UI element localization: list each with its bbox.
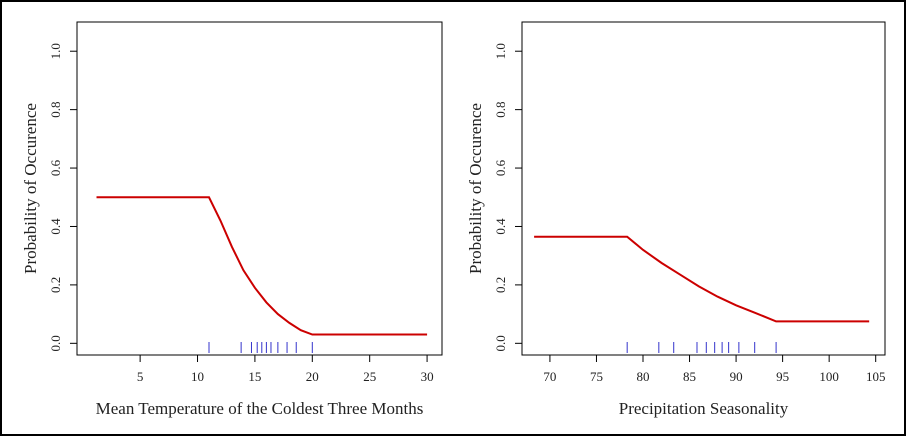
y-tick-label: 0.0 (48, 335, 63, 351)
y-tick-label: 0.4 (48, 218, 63, 235)
x-tick-label: 20 (306, 369, 319, 384)
x-tick-label: 70 (543, 369, 556, 384)
line (96, 196, 428, 336)
x-tick-label: 95 (776, 369, 789, 384)
y-tick-label: 0.4 (493, 218, 508, 235)
x-tick-label: 80 (637, 369, 650, 384)
y-tick-label: 0.6 (493, 159, 508, 176)
plot-box (521, 21, 886, 356)
y-tick-label: 0.0 (493, 335, 508, 351)
line (534, 235, 870, 323)
plot-box (76, 21, 443, 356)
x-tick-label: 105 (866, 369, 886, 384)
x-tick-label: 10 (191, 369, 204, 384)
y-axis-title: Probability of Occurence (466, 103, 485, 274)
x-tick-label: 5 (137, 369, 144, 384)
y-axis-title: Probability of Occurence (21, 103, 40, 274)
x-tick-label: 25 (363, 369, 376, 384)
x-tick-label: 75 (590, 369, 603, 384)
y-tick-label: 0.8 (48, 102, 63, 118)
y-tick-label: 0.2 (493, 277, 508, 293)
y-tick-label: 0.8 (493, 102, 508, 118)
x-axis-title: Precipitation Seasonality (619, 399, 789, 418)
y-tick-label: 1.0 (493, 43, 508, 59)
x-tick-label: 100 (819, 369, 839, 384)
y-tick-label: 1.0 (48, 43, 63, 59)
x-tick-label: 30 (421, 369, 434, 384)
x-axis-title: Mean Temperature of the Coldest Three Mo… (96, 399, 424, 418)
y-tick-label: 0.6 (48, 159, 63, 176)
x-tick-label: 90 (730, 369, 743, 384)
y-tick-label: 0.2 (48, 277, 63, 293)
x-tick-label: 15 (248, 369, 261, 384)
x-tick-label: 85 (683, 369, 696, 384)
